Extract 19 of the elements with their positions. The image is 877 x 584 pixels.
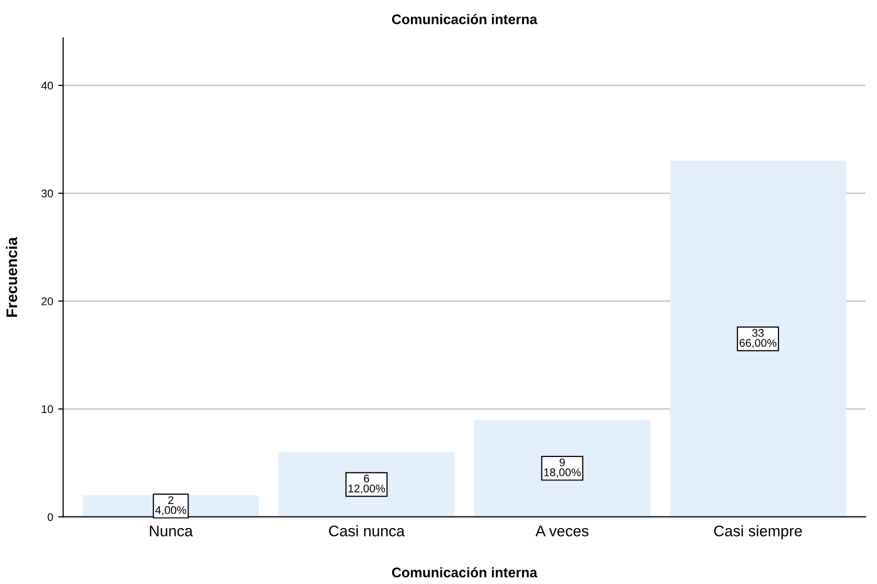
y-tick-label: 30 bbox=[41, 190, 53, 198]
y-tick-label: 0 bbox=[48, 513, 53, 521]
data-label: 33 66,00% bbox=[740, 329, 776, 348]
data-label: 2 4,00% bbox=[155, 496, 186, 516]
x-tick-label: Nunca bbox=[150, 526, 193, 536]
x-axis-title: Comunicación interna bbox=[392, 567, 538, 578]
data-label: 9 18,00% bbox=[544, 458, 581, 478]
data-label: 6 12,00% bbox=[348, 474, 385, 494]
y-tick-label: 40 bbox=[41, 82, 53, 90]
chart-title: Comunicación interna bbox=[392, 14, 538, 24]
y-axis-title: Frecuencia bbox=[6, 236, 18, 317]
y-tick-label: 10 bbox=[42, 405, 53, 414]
y-tick-label: 20 bbox=[42, 297, 53, 306]
bar bbox=[278, 452, 455, 517]
x-tick-label: A veces bbox=[536, 526, 588, 536]
bar bbox=[670, 160, 846, 517]
x-tick-label: Casi nunca bbox=[329, 525, 405, 536]
x-tick-label: Casi siempre bbox=[714, 525, 802, 540]
bar bbox=[474, 420, 650, 517]
